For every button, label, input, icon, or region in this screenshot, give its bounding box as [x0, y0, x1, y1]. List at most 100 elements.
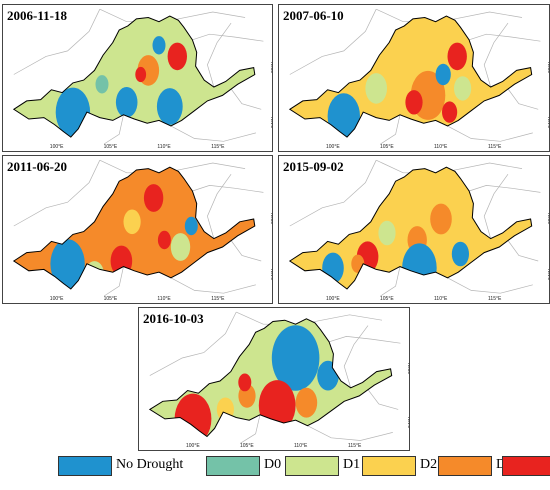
legend-swatch	[438, 456, 492, 476]
legend-swatch	[362, 456, 416, 476]
drought-patch-d1	[454, 76, 472, 101]
map-svg	[288, 159, 541, 297]
drought-patch-no-drought	[327, 93, 361, 138]
drought-patch-d1	[365, 73, 387, 104]
province-border	[468, 185, 541, 193]
lon-tick-label: 105°E	[103, 296, 118, 302]
lon-tick-label: 110°E	[434, 296, 448, 302]
panel-date: 2016-10-03	[143, 311, 204, 326]
drought-fill	[13, 16, 255, 138]
drought-patch-no-drought	[402, 243, 437, 290]
legend-swatch	[58, 456, 112, 476]
map-svg	[12, 159, 264, 297]
drought-patch-no-drought	[152, 36, 166, 55]
province-border	[170, 277, 256, 294]
lon-tick-label: 100°E	[326, 144, 340, 150]
lon-tick-label: 110°E	[157, 144, 171, 150]
province-border	[103, 114, 124, 145]
province-border	[207, 22, 232, 88]
drought-patch-d2	[216, 397, 234, 422]
legend-label: D0	[264, 457, 282, 472]
basin-outline	[148, 318, 393, 438]
province-border	[343, 325, 369, 388]
map-svg	[148, 311, 401, 444]
lon-tick-label: 100°E	[326, 296, 340, 302]
province-border	[289, 160, 377, 227]
lon-tick-label: 115°E	[348, 443, 362, 449]
basin-outline	[12, 15, 256, 138]
legend: No Drought D0 D1 D2 D3 D4	[58, 456, 550, 480]
province-border	[149, 311, 237, 376]
lon-tick-label: 100°E	[49, 296, 64, 302]
province-border	[103, 266, 124, 297]
drought-patch-d4	[135, 66, 147, 83]
drought-fill	[289, 167, 532, 290]
province-border	[207, 173, 232, 239]
province-border	[170, 125, 256, 142]
panel-date: 2007-06-10	[283, 8, 344, 23]
lat-tick-label: 34°N	[271, 117, 273, 129]
drought-patch-d4	[447, 42, 467, 71]
drought-patch-d1	[170, 233, 191, 261]
legend-label: No Drought	[116, 457, 184, 472]
province-border	[483, 173, 509, 239]
drought-patch-d4	[238, 373, 252, 392]
province-border	[240, 414, 261, 444]
lat-tick-label: 38°N	[408, 362, 410, 375]
map-svg	[288, 8, 541, 145]
legend-swatch	[206, 456, 260, 476]
province-border	[447, 125, 533, 142]
province-border	[380, 114, 401, 145]
drought-patch-no-drought	[451, 241, 469, 267]
lat-tick-label: 34°N	[408, 417, 410, 429]
panel-date: 2006-11-18	[7, 8, 67, 23]
province-border	[192, 33, 264, 42]
drought-patch-no-drought	[156, 88, 183, 125]
drought-base	[289, 16, 532, 138]
drought-patch-d4	[174, 393, 212, 437]
drought-fill	[289, 16, 532, 138]
map-panel-2: 2007-06-10 100°E 105°E 110°E 115°E 38°N 34°N	[278, 4, 550, 152]
drought-patch-d1	[378, 220, 396, 246]
basin-outline	[12, 166, 256, 290]
drought-base	[149, 318, 392, 437]
lon-tick-label: 110°E	[157, 296, 171, 302]
drought-patch-no-drought	[435, 63, 451, 86]
lon-tick-label: 110°E	[294, 443, 308, 449]
lon-tick-label: 110°E	[434, 144, 448, 150]
legend-swatch	[285, 456, 339, 476]
province-border	[447, 277, 533, 294]
legend-swatch	[502, 456, 550, 476]
province-border	[380, 266, 401, 297]
panel-date: 2011-06-20	[7, 159, 67, 174]
lon-tick-label: 105°E	[240, 443, 254, 449]
lon-tick-label: 100°E	[186, 443, 200, 449]
map-panel-4: 2015-09-02 100°E 105°E 110°E 115°E 38°N 34°N	[278, 155, 550, 304]
basin-outline	[288, 166, 533, 290]
drought-patch-d3	[351, 254, 365, 273]
drought-patch-no-drought	[184, 216, 198, 236]
drought-patch-d4	[405, 90, 423, 115]
drought-patch-d4	[143, 184, 164, 212]
drought-fill	[149, 318, 392, 437]
drought-patch-d0	[95, 75, 109, 94]
province-border	[13, 9, 101, 75]
drought-patch-d1	[84, 261, 105, 289]
drought-patch-d4	[167, 42, 187, 71]
lon-tick-label: 115°E	[488, 144, 502, 150]
map-panel-3: 2011-06-20 100°E 105°E 110°E 115°E 38°N 34°N	[2, 155, 273, 304]
legend-label: D1	[343, 457, 361, 472]
drought-fill	[13, 167, 255, 290]
drought-patch-d4	[157, 230, 171, 250]
province-border	[483, 22, 509, 88]
panel-date: 2015-09-02	[283, 159, 344, 174]
province-border	[468, 33, 541, 42]
drought-patch-d3	[430, 203, 452, 235]
lon-tick-label: 100°E	[49, 144, 64, 150]
drought-patch-d3	[295, 387, 318, 418]
drought-patch-no-drought	[115, 87, 138, 118]
basin-outline	[288, 15, 533, 138]
province-border	[328, 336, 401, 344]
lon-tick-label: 105°E	[380, 296, 394, 302]
lat-tick-label: 34°N	[271, 269, 273, 281]
